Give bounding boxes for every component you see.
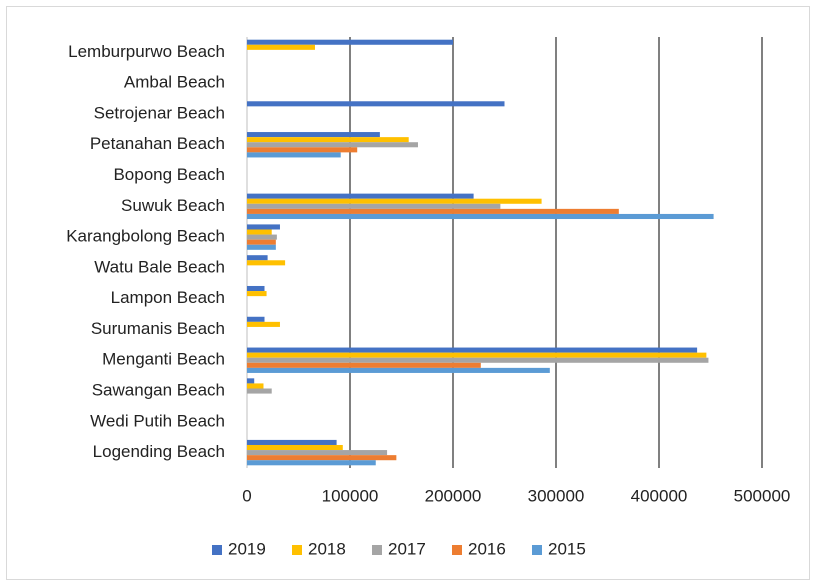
legend-swatch [212, 545, 222, 555]
bar [247, 316, 265, 322]
legend-swatch [292, 545, 302, 555]
bar [247, 234, 277, 240]
y-tick-label: Karangbolong Beach [66, 227, 225, 246]
x-tick-label: 300000 [528, 486, 585, 505]
bar [247, 260, 286, 266]
legend-label: 2018 [308, 539, 346, 558]
bar [247, 352, 707, 358]
y-tick-label: Ambal Beach [124, 73, 225, 92]
y-tick-label: Petanahan Beach [90, 134, 225, 153]
x-tick-label: 500000 [734, 486, 791, 505]
bar [247, 460, 376, 466]
y-tick-label: Suwuk Beach [121, 196, 225, 215]
bar [247, 362, 481, 368]
legend-label: 2015 [548, 539, 586, 558]
bar [247, 132, 380, 138]
bar [247, 291, 267, 297]
y-tick-label: Surumanis Beach [91, 319, 225, 338]
bar [247, 450, 388, 456]
bar [247, 285, 265, 292]
bar [247, 244, 276, 250]
bar [247, 101, 505, 107]
legend-label: 2017 [388, 539, 426, 558]
bar [247, 208, 619, 214]
legend-label: 2016 [468, 539, 506, 558]
bar [247, 239, 276, 245]
legend-swatch [372, 545, 382, 555]
y-tick-label: Menganti Beach [102, 350, 225, 369]
bar [247, 152, 341, 158]
y-tick-label: Lemburpurwo Beach [68, 42, 225, 61]
y-tick-label: Watu Bale Beach [94, 257, 225, 276]
legend-label: 2019 [228, 539, 266, 558]
bar [247, 229, 272, 235]
bar [247, 321, 280, 327]
y-tick-label: Wedi Putih Beach [90, 411, 225, 430]
bar [247, 383, 264, 389]
x-tick-label: 400000 [631, 486, 688, 505]
bar [247, 347, 698, 353]
bar [247, 367, 550, 373]
bar [247, 203, 501, 209]
x-tick-label: 100000 [322, 486, 379, 505]
bar [247, 142, 418, 148]
bar [247, 388, 272, 394]
bar [247, 378, 255, 384]
bar [247, 193, 474, 199]
bar [247, 213, 714, 220]
legend-swatch [532, 545, 542, 555]
bar [247, 147, 358, 153]
y-tick-label: Bopong Beach [113, 165, 225, 184]
x-tick-label: 200000 [425, 486, 482, 505]
bar [247, 255, 268, 261]
bar [247, 39, 453, 45]
y-tick-label: Setrojenar Beach [94, 103, 225, 122]
y-tick-label: Logending Beach [93, 442, 225, 461]
legend-swatch [452, 545, 462, 555]
bar [247, 44, 315, 50]
bar [247, 224, 280, 230]
bar [247, 198, 542, 204]
y-tick-label: Lampon Beach [111, 288, 225, 307]
x-tick-label: 0 [242, 486, 251, 505]
bar [247, 444, 343, 451]
bar [247, 357, 709, 363]
bar [247, 137, 409, 143]
y-tick-label: Sawangan Beach [92, 381, 225, 400]
bar [247, 455, 397, 461]
bar [247, 439, 337, 445]
